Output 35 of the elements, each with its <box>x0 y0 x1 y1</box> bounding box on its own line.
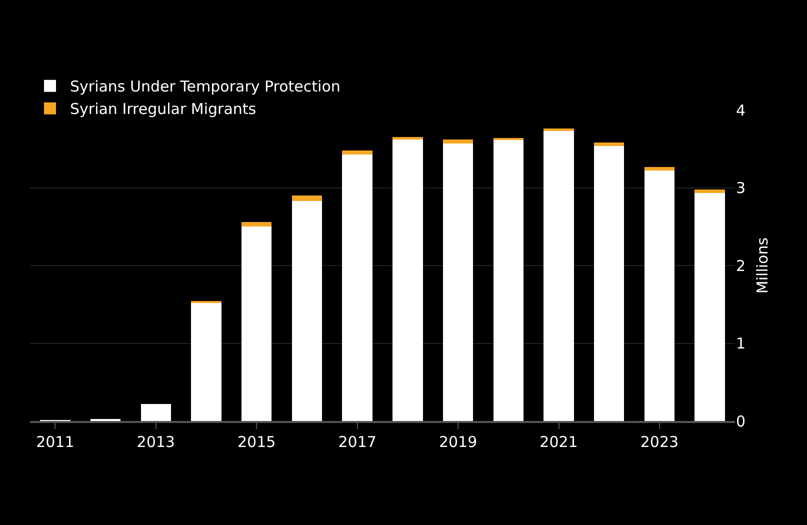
bar <box>694 189 725 194</box>
bar <box>694 193 725 421</box>
y-tick-label: 1 <box>736 334 746 352</box>
bar <box>392 140 423 421</box>
x-tick-label: 2019 <box>438 433 478 451</box>
x-tick-label: 2017 <box>338 433 376 451</box>
bar <box>644 170 675 421</box>
legend-label: Syrian Irregular Migrants <box>70 100 256 118</box>
y-tick-label: 3 <box>736 179 746 197</box>
bar <box>392 137 423 140</box>
bar <box>140 404 171 421</box>
bar <box>342 154 372 421</box>
bar <box>342 150 372 154</box>
x-tick-label: 2023 <box>640 433 679 451</box>
x-tick-label: 2021 <box>540 433 578 451</box>
x-tick-label: 2011 <box>36 433 74 451</box>
x-tick-label: 2013 <box>136 433 175 451</box>
y-tick-label: 4 <box>736 101 746 120</box>
bar <box>594 142 624 146</box>
y-tick-label: 2 <box>736 256 746 275</box>
x-tick-label: 2015 <box>238 433 276 451</box>
bar <box>594 146 624 421</box>
bar <box>644 166 675 171</box>
bar <box>292 196 322 201</box>
bar <box>292 200 322 421</box>
bar <box>544 130 574 421</box>
y-tick-label: 0 <box>736 412 746 430</box>
bar <box>242 222 272 227</box>
bar <box>493 140 524 421</box>
bar <box>191 302 222 421</box>
bar <box>442 140 474 144</box>
legend-label: Syrians Under Temporary Protection <box>70 78 340 96</box>
y-axis-title: Millions <box>754 237 772 294</box>
bar <box>242 226 272 421</box>
bar <box>442 143 474 421</box>
